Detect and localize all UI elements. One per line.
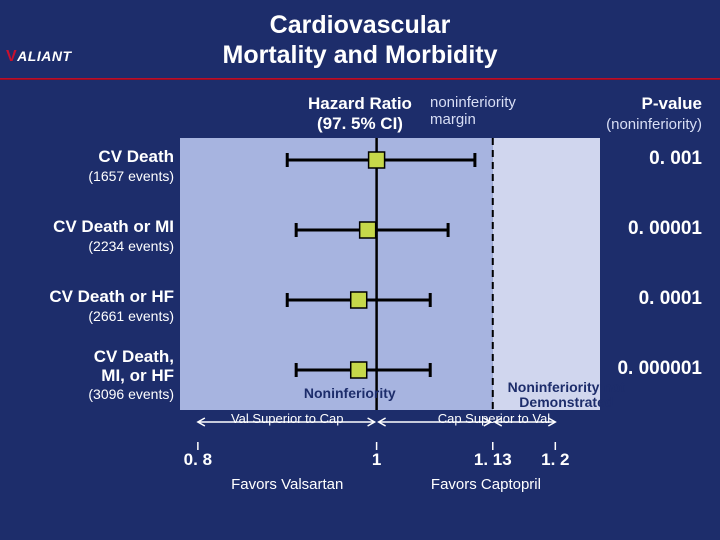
favors-captopril-label: Favors Captopril xyxy=(396,476,576,493)
logo-rest: ALIANT xyxy=(17,48,71,64)
header-rule xyxy=(0,78,720,80)
favors-valsartan-label: Favors Valsartan xyxy=(197,476,377,493)
valiant-logo: VALIANT xyxy=(6,48,72,66)
title-line1: Cardiovascular xyxy=(270,11,451,39)
pvalue: 0. 000001 xyxy=(562,358,702,380)
outcome-label: CV Death(1657 events) xyxy=(4,148,174,185)
val-superior-label: Val Superior to Cap xyxy=(187,412,387,426)
pvalue: 0. 001 xyxy=(562,148,702,170)
slide-title: Cardiovascular Mortality and Morbidity xyxy=(0,0,720,70)
logo-v: V xyxy=(6,48,17,65)
header-pvalue: P-value (noninferiority) xyxy=(552,94,702,133)
axis-tick: 0. 8 xyxy=(184,450,212,470)
outcome-label: CV Death or HF(2661 events) xyxy=(4,288,174,325)
outcome-label: CV Death or MI(2234 events) xyxy=(4,218,174,255)
axis-tick: 1. 13 xyxy=(474,450,512,470)
title-line2: Mortality and Morbidity xyxy=(223,41,498,69)
outcome-label: CV Death,MI, or HF(3096 events) xyxy=(4,348,174,404)
header-ni-margin: noninferiority margin xyxy=(430,94,550,129)
axis-tick: 1 xyxy=(372,450,381,470)
header-hazard-ratio: Hazard Ratio (97. 5% CI) xyxy=(280,94,440,133)
pvalue: 0. 00001 xyxy=(562,218,702,240)
axis-tick: 1. 2 xyxy=(541,450,569,470)
noninferiority-region-label: Noninferiority xyxy=(270,386,430,401)
pvalue: 0. 0001 xyxy=(562,288,702,310)
forest-plot xyxy=(180,138,600,500)
not-demonstrated-label: Noninferiority notDemonstrated xyxy=(486,380,646,411)
cap-superior-label: Cap Superior to Val xyxy=(394,412,594,426)
